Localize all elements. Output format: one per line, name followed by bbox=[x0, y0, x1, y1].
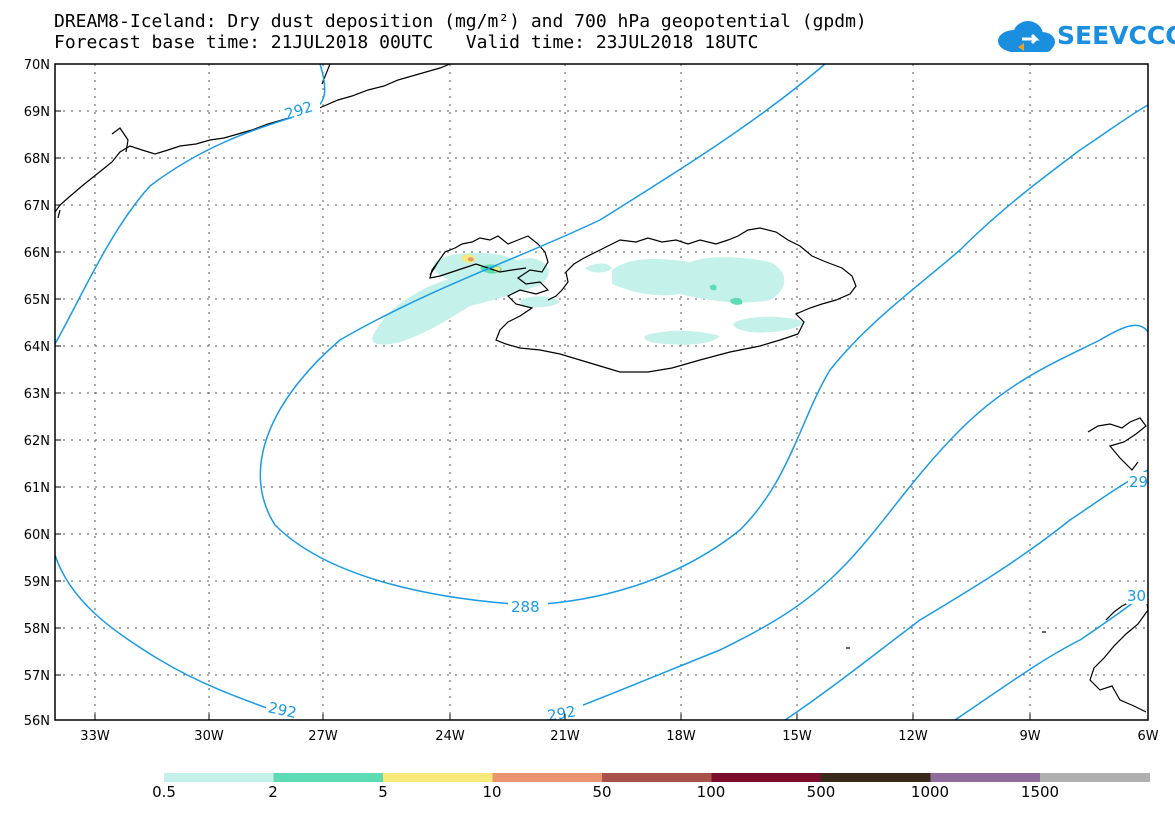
lon-label: 30W bbox=[194, 729, 224, 744]
grid-lines bbox=[55, 64, 1148, 720]
legend-label: 2 bbox=[268, 783, 278, 801]
lat-label: 67N bbox=[24, 199, 50, 214]
legend-label: 100 bbox=[696, 783, 726, 801]
legend-swatch bbox=[164, 773, 274, 782]
legend-swatch bbox=[602, 773, 712, 782]
legend-label: 0.5 bbox=[152, 783, 176, 801]
legend-label: 5 bbox=[378, 783, 388, 801]
iceland-westfjords bbox=[429, 261, 527, 279]
contour-label-292-sw: 292 bbox=[267, 698, 299, 722]
contour-29x-east bbox=[784, 469, 1149, 721]
lat-label: 61N bbox=[24, 481, 50, 496]
contour-label-30x: 30 bbox=[1127, 587, 1146, 605]
greenland-coast bbox=[54, 63, 451, 213]
lat-label: 58N bbox=[24, 622, 50, 637]
legend-swatch bbox=[273, 773, 384, 782]
logo-text: SEEVCCC bbox=[1057, 21, 1175, 50]
legend-swatch bbox=[711, 773, 822, 782]
lat-label: 70N bbox=[24, 58, 50, 73]
axis-ticks bbox=[55, 63, 1031, 720]
lat-label: 62N bbox=[24, 434, 50, 449]
legend-label: 50 bbox=[592, 783, 612, 801]
lon-label: 33W bbox=[80, 729, 110, 744]
faroe-islands bbox=[1087, 417, 1147, 471]
contour-label-288: 288 bbox=[511, 598, 540, 616]
lat-label: 63N bbox=[24, 387, 50, 402]
lon-label: 27W bbox=[308, 729, 338, 744]
lon-label: 24W bbox=[435, 729, 465, 744]
chart-title-line2: Forecast base time: 21JUL2018 00UTC Vali… bbox=[54, 32, 759, 53]
lon-label: 21W bbox=[550, 729, 580, 744]
contour-292-south bbox=[549, 324, 1149, 719]
lat-label: 64N bbox=[24, 340, 50, 355]
legend-label: 1500 bbox=[1020, 783, 1060, 801]
lat-label: 69N bbox=[24, 105, 50, 120]
lat-label: 59N bbox=[24, 575, 50, 590]
coastlines bbox=[54, 63, 1149, 713]
legend-label: 500 bbox=[806, 783, 836, 801]
dust-area-level2-c bbox=[709, 284, 717, 291]
legend-label: 1000 bbox=[910, 783, 950, 801]
legend-label: 10 bbox=[482, 783, 502, 801]
iceland-coast bbox=[429, 227, 857, 373]
dust-area-level10 bbox=[467, 257, 474, 262]
longitude-labels: 33W 30W 27W 24W 21W 18W 15W 12W 9W 6W bbox=[80, 729, 1158, 744]
dust-area-south bbox=[644, 330, 720, 345]
latitude-labels: 70N 69N 68N 67N 66N 65N 64N 63N 62N 61N … bbox=[24, 58, 50, 729]
lon-label: 12W bbox=[898, 729, 928, 744]
lat-label: 60N bbox=[24, 528, 50, 543]
lat-label: 68N bbox=[24, 152, 50, 167]
dust-area-north-small bbox=[585, 263, 612, 273]
lat-label: 56N bbox=[24, 714, 50, 729]
lon-label: 9W bbox=[1019, 729, 1040, 744]
contour-label-29x: 29 bbox=[1129, 473, 1148, 491]
contour-labels: 292 288 292 292 29 30 bbox=[266, 97, 1148, 725]
lat-label: 57N bbox=[24, 669, 50, 684]
legend-swatch bbox=[1040, 773, 1150, 782]
cloud-icon bbox=[998, 21, 1055, 52]
dust-area-level2-b bbox=[730, 297, 743, 305]
legend-swatch bbox=[930, 773, 1041, 782]
lon-label: 15W bbox=[782, 729, 812, 744]
legend-colorbar bbox=[164, 773, 1150, 782]
chart-title-line1: DREAM8-Iceland: Dry dust deposition (mg/… bbox=[54, 11, 867, 32]
map-frame-bg bbox=[55, 64, 1148, 720]
dust-area-southeast bbox=[733, 316, 805, 333]
dust-deposition-shading bbox=[372, 252, 805, 345]
legend-swatch bbox=[821, 773, 931, 782]
contour-292-southwest bbox=[54, 554, 301, 721]
lat-label: 65N bbox=[24, 293, 50, 308]
contour-label-292-s: 292 bbox=[546, 702, 577, 725]
map-frame bbox=[54, 63, 1149, 721]
lon-label: 18W bbox=[666, 729, 696, 744]
legend-swatch bbox=[383, 773, 493, 782]
dust-area-central bbox=[612, 257, 785, 303]
lat-label: 66N bbox=[24, 246, 50, 261]
seevccc-logo bbox=[998, 21, 1055, 52]
legend-swatch bbox=[492, 773, 603, 782]
lon-label: 6W bbox=[1137, 729, 1158, 744]
contour-30x-east bbox=[954, 591, 1149, 721]
